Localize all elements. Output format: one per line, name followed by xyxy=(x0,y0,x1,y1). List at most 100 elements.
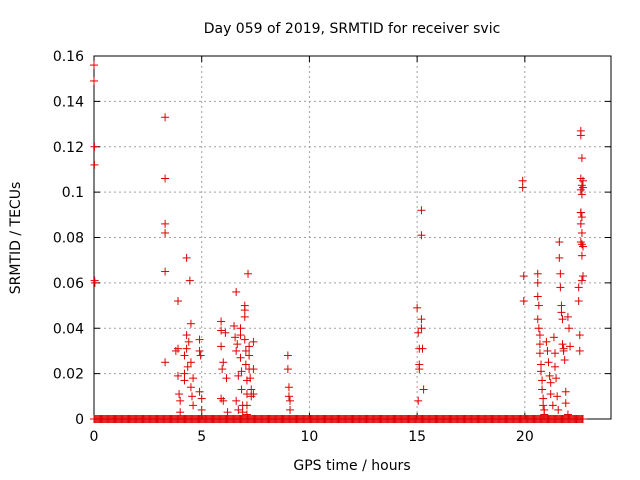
data-point xyxy=(242,401,251,410)
data-point xyxy=(577,154,586,163)
data-point xyxy=(232,287,241,296)
data-point xyxy=(540,410,549,419)
data-point xyxy=(161,228,170,237)
data-point xyxy=(578,176,587,185)
data-point xyxy=(246,374,255,383)
data-point xyxy=(578,272,587,281)
data-point xyxy=(548,401,557,410)
data-point xyxy=(284,383,293,392)
data-point xyxy=(533,315,542,324)
data-point xyxy=(558,340,567,349)
data-point xyxy=(221,328,230,337)
data-point xyxy=(249,365,258,374)
data-point xyxy=(223,408,232,417)
data-point xyxy=(240,306,249,315)
data-point xyxy=(238,408,247,417)
data-point xyxy=(556,269,565,278)
data-point xyxy=(219,396,228,405)
data-point xyxy=(189,374,198,383)
data-point xyxy=(519,272,528,281)
data-point xyxy=(417,206,426,215)
data-point xyxy=(241,346,250,355)
data-point xyxy=(236,353,245,362)
data-point xyxy=(555,253,564,262)
data-point xyxy=(415,365,424,374)
data-point xyxy=(518,183,527,192)
data-point xyxy=(550,349,559,358)
data-point xyxy=(182,331,191,340)
data-point xyxy=(550,362,559,371)
data-point xyxy=(245,342,254,351)
data-point xyxy=(234,371,243,380)
data-point xyxy=(183,362,192,371)
data-point xyxy=(222,374,231,383)
data-point xyxy=(566,342,575,351)
data-point xyxy=(553,392,562,401)
data-point xyxy=(574,283,583,292)
data-point xyxy=(414,396,423,405)
data-point xyxy=(575,331,584,340)
chart-title: Day 059 of 2019, SRMTID for receiver svi… xyxy=(204,21,501,37)
data-point xyxy=(196,351,205,360)
y-tick-label: 0.08 xyxy=(53,231,84,247)
data-point xyxy=(417,315,426,324)
data-point xyxy=(538,385,547,394)
data-point xyxy=(284,392,293,401)
data-point xyxy=(217,342,226,351)
data-point xyxy=(286,405,295,414)
data-point xyxy=(563,410,572,419)
data-point xyxy=(195,387,204,396)
data-point xyxy=(536,360,545,369)
data-point xyxy=(231,333,240,342)
data-point xyxy=(247,385,256,394)
data-point xyxy=(563,312,572,321)
data-point xyxy=(217,317,226,326)
data-point xyxy=(219,358,228,367)
data-point xyxy=(195,346,204,355)
data-point xyxy=(534,324,543,333)
data-point xyxy=(90,61,98,70)
data-point xyxy=(185,276,194,285)
data-point xyxy=(557,308,566,317)
data-point xyxy=(161,358,170,367)
y-axis-label: SRMTID / TECUs xyxy=(8,182,24,295)
data-point xyxy=(546,378,555,387)
data-point xyxy=(161,174,170,183)
data-point xyxy=(561,387,570,396)
data-point xyxy=(559,346,568,355)
data-point xyxy=(283,351,292,360)
data-point xyxy=(188,392,197,401)
data-point xyxy=(161,219,170,228)
x-tick-label: 5 xyxy=(197,429,206,445)
data-point xyxy=(552,374,561,383)
data-point xyxy=(176,396,185,405)
grid-lines xyxy=(94,56,611,419)
data-point xyxy=(234,405,243,414)
data-point xyxy=(90,160,99,169)
data-point xyxy=(576,208,585,217)
data-point xyxy=(237,367,246,376)
data-point xyxy=(174,344,183,353)
data-point xyxy=(539,401,548,410)
data-point xyxy=(182,253,191,262)
data-point xyxy=(534,301,543,310)
data-point xyxy=(90,142,99,151)
data-point xyxy=(549,333,558,342)
y-tick-label: 0.04 xyxy=(53,321,84,337)
data-point xyxy=(417,231,426,240)
y-tick-label: 0.1 xyxy=(62,185,84,201)
data-point xyxy=(180,376,189,385)
data-point xyxy=(564,324,573,333)
data-point xyxy=(536,367,545,376)
data-point xyxy=(237,385,246,394)
data-point xyxy=(175,390,184,399)
data-point xyxy=(544,358,553,367)
data-point xyxy=(556,283,565,292)
y-tick-label: 0.12 xyxy=(53,140,84,156)
data-point xyxy=(218,365,227,374)
data-point xyxy=(560,356,569,365)
data-point xyxy=(533,292,542,301)
data-point xyxy=(189,401,198,410)
data-point xyxy=(414,328,423,337)
